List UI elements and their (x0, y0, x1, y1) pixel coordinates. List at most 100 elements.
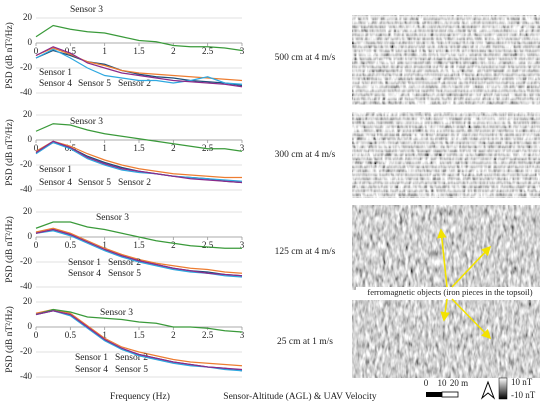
series-line (35, 310, 243, 371)
scale-bar: 0 10 20 m 10 nT -10 nT (424, 377, 536, 400)
scale-label: 0 (424, 378, 429, 388)
x-tick-label: 2 (171, 143, 176, 153)
row-axis-label: Sensor-Altitude (AGL) & UAV Velocity (223, 391, 377, 402)
legend-label: Sensor 5 (108, 269, 141, 279)
x-tick-label: 2.5 (202, 143, 214, 153)
legend-label: Sensor 4 (39, 79, 72, 89)
survey-images: ferromagnetic objects (iron pieces in th… (352, 15, 544, 378)
legend-label: Sensor 4 (39, 178, 72, 188)
x-tick-label: 0.5 (65, 46, 77, 56)
x-tick-label: 1.5 (133, 330, 145, 340)
series-line (35, 140, 243, 184)
legend-label: Sensor 2 (115, 353, 148, 363)
scale-seg (426, 392, 442, 397)
scale-label: 20 m (450, 378, 468, 388)
x-tick-label: 1.5 (133, 46, 145, 56)
x-tick-label: 0.5 (65, 330, 77, 340)
row-caption: 125 cm at 4 m/s (275, 247, 336, 257)
legend-label: Sensor 3 (96, 213, 129, 223)
legend-label: Sensor 2 (118, 178, 151, 188)
x-tick-label: 2.5 (202, 240, 214, 250)
legend-label: Sensor 4 (68, 269, 101, 279)
legend-label: Sensor 5 (78, 79, 111, 89)
y-tick-label: -40 (20, 87, 32, 97)
y-tick-label: 20 (23, 12, 33, 22)
x-tick-label: 1 (102, 330, 107, 340)
y-axis-label: PSD (dB nT²/Hz) (4, 22, 15, 89)
y-tick-label: -40 (20, 371, 32, 381)
x-tick-label: 0 (34, 240, 39, 250)
x-axis-label: Frequency (Hz) (110, 391, 170, 402)
y-tick-label: 0 (28, 37, 33, 47)
y-axis-label: PSD (dB nT²/Hz) (4, 119, 15, 186)
series-line (35, 221, 242, 249)
x-tick-label: 0 (34, 46, 39, 56)
legend-label: Sensor 5 (115, 365, 148, 375)
legend-label: Sensor 5 (78, 178, 111, 188)
annotation-bg (356, 287, 544, 299)
row-caption: 500 cm at 4 m/s (275, 53, 336, 63)
x-tick-label: 2.5 (202, 46, 214, 56)
legend-label: Sensor 2 (108, 258, 141, 268)
legend-label: Sensor 1 (68, 258, 101, 268)
annotation: ferromagnetic objects (iron pieces in th… (367, 287, 532, 297)
x-tick-label: 2 (171, 240, 176, 250)
series-line (35, 47, 243, 82)
y-tick-label: -20 (20, 159, 32, 169)
series-line (35, 48, 243, 85)
y-tick-label: -40 (20, 281, 32, 291)
row-caption: 25 cm at 1 m/s (277, 337, 333, 347)
y-tick-label: -40 (20, 184, 32, 194)
x-tick-label: 2 (171, 46, 176, 56)
legend-label: Sensor 2 (118, 79, 151, 89)
scale-label: 10 (438, 378, 448, 388)
row-caption: 300 cm at 4 m/s (275, 150, 336, 160)
legend-label: Sensor 1 (39, 165, 72, 175)
arrow (451, 298, 492, 340)
line-artifacts (352, 15, 540, 105)
x-tick-label: 1 (102, 240, 107, 250)
arrows (437, 228, 492, 340)
x-tick-label: 0.5 (65, 240, 77, 250)
y-tick-label: 0 (28, 134, 33, 144)
arrow (440, 298, 450, 322)
y-tick-label: 0 (28, 231, 33, 241)
y-tick-label: -20 (20, 256, 32, 266)
y-tick-label: 20 (23, 206, 33, 216)
x-tick-label: 1 (102, 46, 107, 56)
legend-label: Sensor 1 (75, 353, 108, 363)
series-line (35, 308, 243, 333)
x-tick-label: 0 (34, 143, 39, 153)
legend-label: Sensor 1 (39, 68, 72, 78)
y-tick-label: -20 (20, 62, 32, 72)
series-line (35, 123, 243, 152)
series-line (35, 140, 242, 179)
series-line (35, 49, 243, 87)
arrow (451, 245, 492, 288)
y-tick-label: 0 (28, 321, 33, 331)
series-line (35, 308, 243, 367)
x-tick-label: 2 (171, 330, 176, 340)
series-line (35, 227, 243, 274)
y-tick-label: -20 (20, 346, 32, 356)
legend-label: Sensor 3 (70, 117, 103, 127)
y-axis-label: PSD (dB nT²/Hz) (4, 216, 15, 283)
legend-label: Sensor 3 (70, 5, 103, 15)
colorbar-min: -10 nT (511, 390, 536, 400)
legend-label: Sensor 3 (100, 308, 133, 318)
arrow (437, 228, 448, 288)
x-tick-label: 1.5 (133, 143, 145, 153)
line-artifacts (352, 112, 540, 198)
x-tick-label: 3 (240, 240, 245, 250)
x-tick-label: 1.5 (133, 240, 145, 250)
series-line (35, 24, 243, 52)
x-tick-label: 3 (240, 330, 245, 340)
x-tick-label: 3 (240, 143, 245, 153)
north-arrow (480, 380, 496, 400)
y-axis-label: PSD (dB nT²/Hz) (4, 306, 15, 373)
x-tick-label: 1 (102, 143, 107, 153)
x-tick-label: 3 (240, 46, 245, 56)
colorbar (498, 377, 508, 400)
colorbar-max: 10 nT (511, 377, 533, 387)
